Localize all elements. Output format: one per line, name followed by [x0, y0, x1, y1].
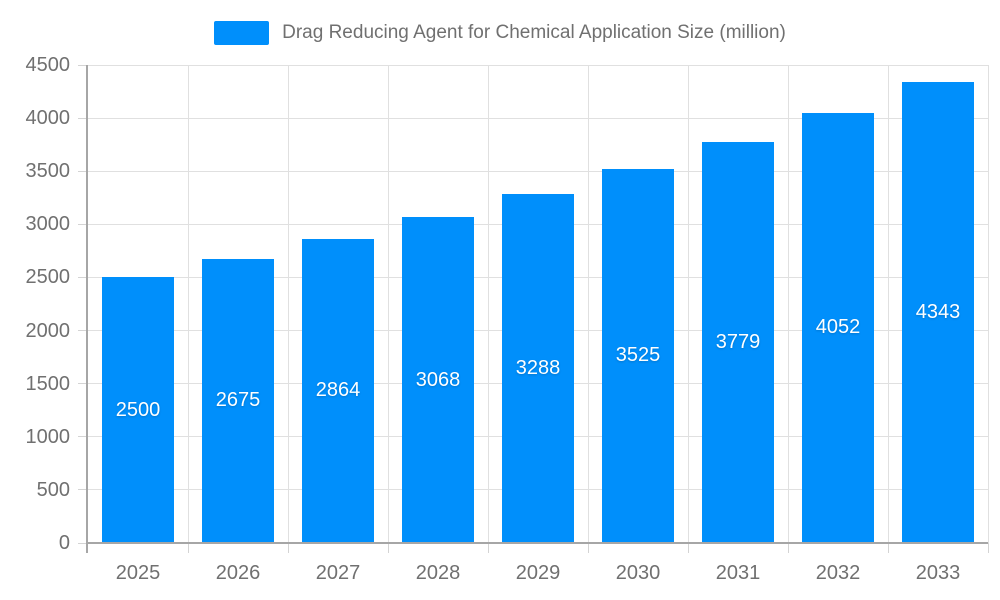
bar-value-label: 4052	[815, 316, 861, 339]
bar-2027[interactable]: 2864	[302, 238, 374, 543]
gridline-vertical	[787, 65, 789, 543]
bar-2025[interactable]: 2500	[102, 277, 174, 543]
y-axis-line	[86, 65, 88, 553]
y-axis-tick-label: 0	[58, 532, 70, 554]
gridline-vertical	[387, 65, 389, 543]
bar-value-label: 2864	[315, 379, 361, 402]
y-axis-tick	[78, 64, 88, 66]
x-axis-tick	[187, 543, 189, 553]
gridline-vertical	[187, 65, 189, 543]
bar-value-label: 3525	[615, 344, 661, 367]
plot-area: 2500 2675 2864 3068 3288 3525 3779 4052 4343	[78, 64, 989, 553]
y-axis-tick	[78, 330, 88, 332]
x-axis-tick	[787, 543, 789, 553]
x-axis-tick-label: 2033	[915, 562, 961, 584]
x-axis-tick-label: 2025	[115, 562, 161, 584]
x-axis-tick	[287, 543, 289, 553]
gridline-vertical	[587, 65, 589, 543]
y-axis-tick	[78, 383, 88, 385]
x-axis-line	[86, 542, 988, 544]
x-axis-tick-label: 2027	[315, 562, 361, 584]
y-axis-tick-label: 2500	[25, 266, 71, 289]
bar-2033[interactable]: 4343	[902, 81, 974, 543]
gridline-horizontal	[88, 170, 988, 172]
bar-2032[interactable]: 4052	[802, 112, 874, 543]
bar-2030[interactable]: 3525	[602, 168, 674, 543]
y-axis-tick	[78, 489, 88, 491]
x-axis-tick	[587, 543, 589, 553]
y-axis-tick-label: 1500	[25, 372, 71, 395]
x-axis-tick	[387, 543, 389, 553]
bar-value-label: 2675	[215, 389, 261, 412]
x-axis-tick-label: 2030	[615, 562, 661, 584]
legend-item[interactable]: Drag Reducing Agent for Chemical Applica…	[0, 18, 1000, 48]
legend-marker	[214, 21, 270, 45]
y-axis-tick	[78, 436, 88, 438]
gridline-vertical	[887, 65, 889, 543]
x-axis-tick	[487, 543, 489, 553]
bar-value-label: 4343	[915, 300, 961, 323]
x-axis-tick	[687, 543, 689, 553]
y-axis-tick-label: 4500	[25, 54, 71, 76]
x-axis-tick	[987, 543, 989, 553]
y-axis-tick-label: 3500	[25, 160, 71, 183]
gridline-horizontal	[88, 64, 988, 66]
x-axis-tick-label: 2032	[815, 562, 861, 584]
y-axis-tick-label: 500	[36, 478, 70, 501]
bar-2031[interactable]: 3779	[702, 141, 774, 543]
y-axis-tick-label: 2000	[25, 319, 71, 342]
y-axis-tick	[78, 170, 88, 172]
y-axis-tick	[78, 223, 88, 225]
y-axis-tick-label: 3000	[25, 213, 71, 236]
bar-value-label: 3779	[715, 330, 761, 353]
x-axis-tick	[887, 543, 889, 553]
legend-label: Drag Reducing Agent for Chemical Applica…	[282, 22, 786, 43]
gridline-horizontal	[88, 117, 988, 119]
bar-2026[interactable]: 2675	[202, 258, 274, 543]
bar-value-label: 2500	[115, 398, 161, 421]
bar-2029[interactable]: 3288	[502, 193, 574, 543]
y-axis-tick	[78, 117, 88, 119]
bar-2028[interactable]: 3068	[402, 217, 474, 543]
x-axis-tick-label: 2031	[715, 562, 761, 584]
y-axis-tick	[78, 276, 88, 278]
y-axis-tick-label: 1000	[25, 425, 71, 448]
gridline-vertical	[287, 65, 289, 543]
bar-value-label: 3288	[515, 356, 561, 379]
x-axis-tick-label: 2029	[515, 562, 561, 584]
x-axis-tick-label: 2026	[215, 562, 261, 584]
gridline-vertical	[687, 65, 689, 543]
gridline-vertical	[487, 65, 489, 543]
gridline-vertical	[987, 65, 989, 543]
y-axis-tick	[78, 542, 88, 544]
bar-value-label: 3068	[415, 368, 461, 391]
y-axis-tick-label: 4000	[25, 107, 71, 130]
x-axis-tick-label: 2028	[415, 562, 461, 584]
